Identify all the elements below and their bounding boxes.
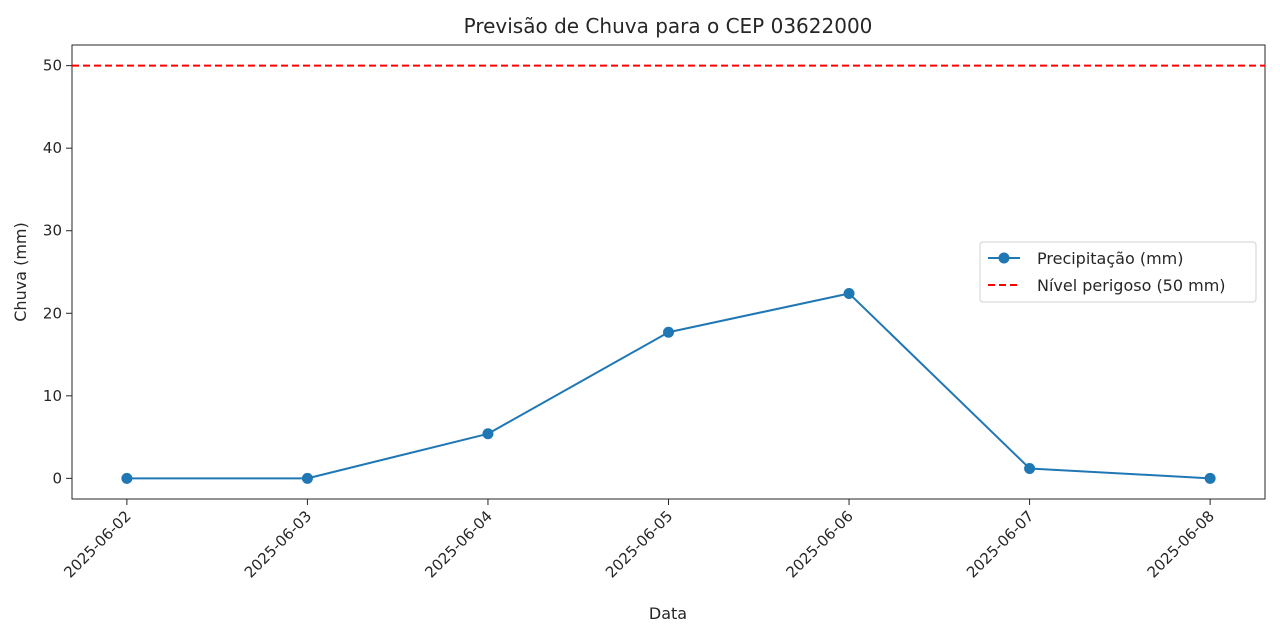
precipitation-point (1204, 472, 1216, 484)
legend-label-precipitation: Precipitação (mm) (1037, 249, 1184, 268)
y-tick-label: 30 (43, 222, 62, 240)
precipitation-point (1024, 462, 1036, 474)
precipitation-point (301, 472, 313, 484)
legend-marker-precipitation (998, 252, 1010, 264)
precipitation-point (121, 472, 133, 484)
legend-item-precipitation: Precipitação (mm) (988, 249, 1184, 268)
y-tick-label: 0 (52, 469, 62, 487)
y-axis-label: Chuva (mm) (11, 222, 30, 321)
y-tick-label: 20 (43, 304, 62, 322)
y-tick-label: 10 (43, 387, 62, 405)
precipitation-point (482, 428, 494, 440)
y-tick-label: 50 (43, 57, 62, 75)
y-tick-label: 40 (43, 139, 62, 157)
y-axis-ticks: 0 10 20 30 40 50 (43, 57, 72, 487)
legend-frame (979, 241, 1257, 303)
chart-title: Previsão de Chuva para o CEP 03622000 (464, 14, 873, 38)
series-layer (121, 287, 1216, 484)
legend-label-danger-level: Nível perigoso (50 mm) (1037, 276, 1226, 295)
legend: Precipitação (mm) Nível perigoso (50 mm) (979, 241, 1257, 303)
x-axis-label: Data (649, 604, 687, 623)
legend-item-danger-level: Nível perigoso (50 mm) (988, 276, 1226, 295)
precipitation-point (663, 326, 674, 338)
precipitation-point (843, 287, 855, 299)
